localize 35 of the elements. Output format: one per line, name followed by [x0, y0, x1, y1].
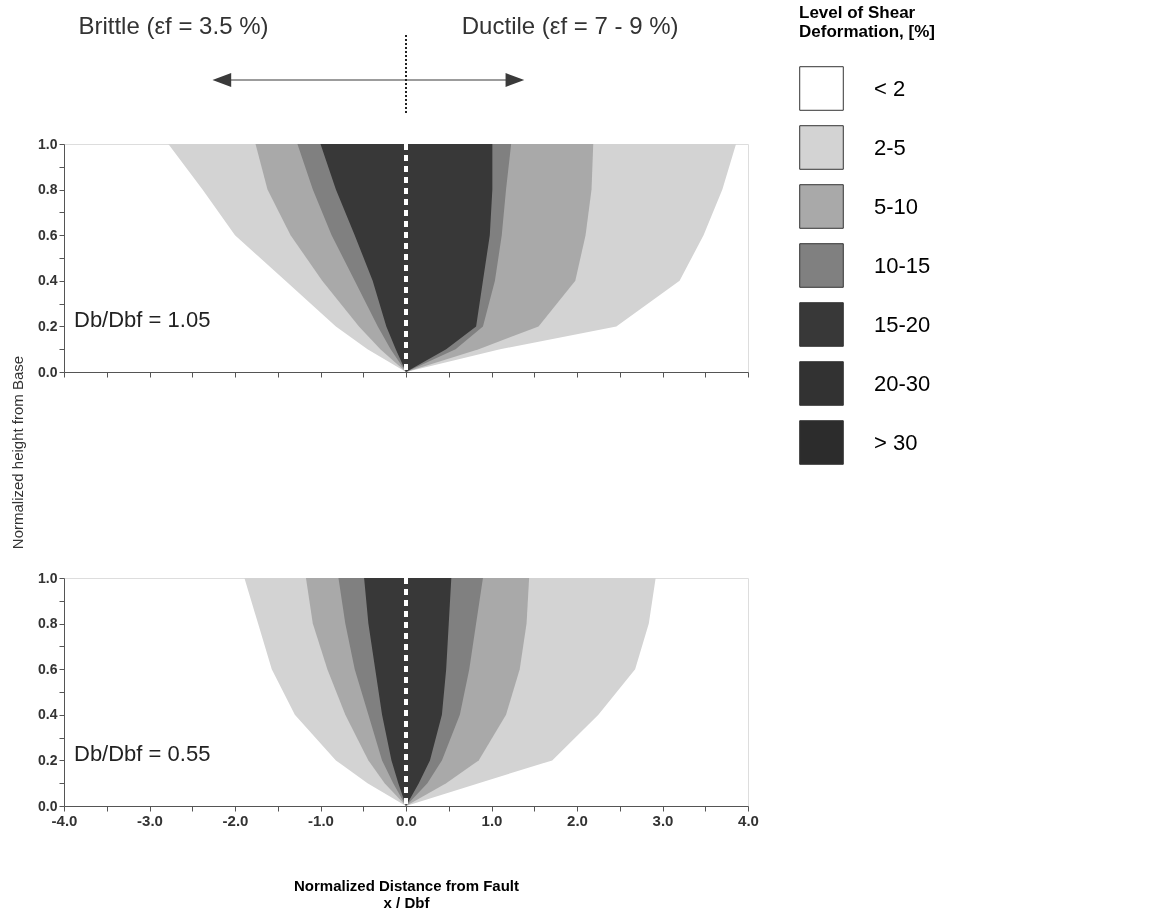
- y-tick-label: 0.6: [38, 660, 58, 677]
- y-tick-label: 1.0: [38, 135, 58, 152]
- legend-title: Level of Shear Deformation, [%]: [799, 3, 935, 41]
- x-axis-title: Normalized Distance from Fault x / Dbf: [293, 876, 520, 909]
- x-tick-label: 4.0: [738, 811, 759, 829]
- x-tick-label: 3.0: [652, 811, 674, 829]
- y-tick-label: 0.0: [38, 363, 58, 380]
- y-axis-title: Normalized height from Base: [9, 355, 27, 550]
- legend-label: 20-30: [874, 370, 931, 396]
- y-tick-label: 0.4: [38, 706, 58, 723]
- x-tick-label: 0.0: [396, 811, 417, 829]
- x-tick-label: 1.0: [481, 811, 503, 829]
- legend-label: 5-10: [874, 193, 919, 219]
- x-tick-label: -1.0: [308, 811, 334, 829]
- legend-label: 2-5: [874, 134, 906, 160]
- y-tick-label: 0.2: [38, 751, 58, 768]
- y-tick-label: 0.6: [38, 226, 58, 243]
- text: Brittle (εf = 3.5 %): [78, 12, 269, 39]
- legend-label: > 30: [874, 429, 918, 455]
- annotation: Db/Dbf = 0.55: [74, 740, 211, 766]
- x-tick-label: -4.0: [51, 811, 78, 829]
- text: Ductile (εf = 7 - 9 %): [461, 12, 679, 39]
- x-tick-label: -3.0: [137, 811, 163, 829]
- y-tick-label: 1.0: [38, 569, 58, 586]
- annotation: Db/Dbf = 1.05: [74, 306, 211, 332]
- y-tick-label: 0.2: [38, 317, 58, 334]
- legend-label: 10-15: [874, 252, 931, 278]
- legend-label: < 2: [874, 75, 906, 101]
- x-tick-label: 2.0: [567, 811, 588, 829]
- y-tick-label: 0.4: [38, 272, 58, 289]
- x-tick-label: -2.0: [222, 811, 249, 829]
- y-tick-label: 0.8: [38, 615, 58, 632]
- y-tick-label: 0.8: [38, 181, 58, 198]
- legend-label: 15-20: [874, 311, 931, 337]
- y-tick-label: 0.0: [38, 797, 58, 814]
